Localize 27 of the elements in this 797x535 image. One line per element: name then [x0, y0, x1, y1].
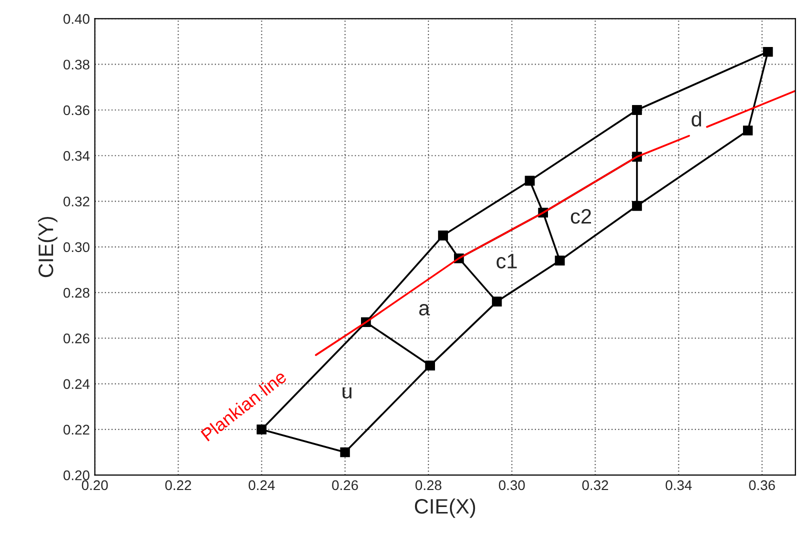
y-tick-label: 0.32	[63, 196, 90, 206]
x-tick-label: 0.28	[415, 480, 442, 490]
x-tick-label: 0.22	[165, 480, 192, 490]
annotation: d	[692, 111, 702, 127]
annotation: a	[419, 304, 430, 316]
x-tick-label: 0.26	[332, 480, 358, 490]
y-tick-label: 0.40	[63, 14, 90, 24]
annotation: c2	[570, 208, 591, 224]
y-tick-label: 0.30	[63, 242, 90, 252]
x-tick-label: 0.32	[582, 480, 608, 490]
x-tick-label: 0.34	[666, 480, 692, 490]
y-tick-label: 0.24	[63, 379, 90, 389]
y-tick-label: 0.20	[63, 470, 90, 480]
x-tick-label: 0.36	[749, 480, 775, 490]
y-axis-title: CIE(Y)	[38, 216, 58, 278]
annotation: u	[342, 387, 352, 399]
y-tick-label: 0.34	[63, 150, 90, 161]
y-tick-label: 0.38	[63, 60, 90, 70]
x-tick-label: 0.24	[248, 480, 275, 490]
annotation: c1	[496, 254, 517, 268]
x-tick-label: 0.20	[82, 480, 108, 490]
y-tick-label: 0.26	[63, 334, 90, 344]
x-tick-label: 0.30	[498, 480, 525, 490]
y-tick-label: 0.28	[63, 288, 90, 298]
x-axis-title: CIE(X)	[414, 498, 476, 518]
y-tick-label: 0.36	[63, 105, 90, 116]
y-tick-label: 0.22	[63, 424, 90, 435]
